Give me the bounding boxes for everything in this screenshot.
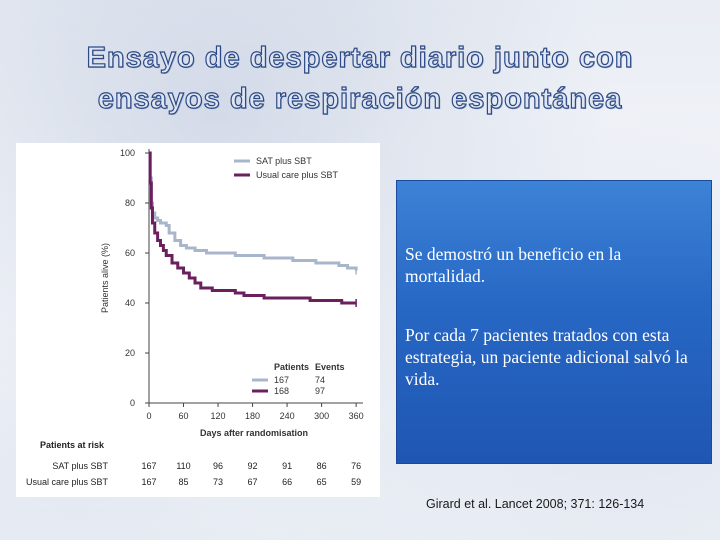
at-risk-value: 76 (351, 461, 361, 471)
x-tick-label: 60 (179, 411, 189, 421)
y-axis-label: Patients alive (%) (100, 243, 110, 313)
x-tick-label: 120 (211, 411, 226, 421)
events-header-patients: Patients (274, 362, 309, 372)
at-risk-value: 167 (141, 461, 156, 471)
info-text-nnt: Por cada 7 pacientes tratados con esta e… (405, 325, 688, 389)
citation: Girard et al. Lancet 2008; 371: 126-134 (426, 497, 645, 511)
survival-chart-panel: 0 20 40 60 80 100 0 60 120 180 240 300 360 Patients a… (16, 143, 380, 497)
at-risk-value: 92 (248, 461, 258, 471)
events-row-events: 97 (315, 386, 325, 396)
at-risk-title: Patients at risk (40, 440, 105, 450)
y-tick-label: 40 (125, 298, 135, 308)
legend-label: Usual care plus SBT (256, 170, 339, 180)
events-row-patients: 168 (274, 386, 289, 396)
at-risk-value: 65 (317, 477, 327, 487)
x-axis-label: Days after randomisation (200, 428, 308, 438)
at-risk-row-label: SAT plus SBT (52, 461, 108, 471)
at-risk-value: 59 (351, 477, 361, 487)
at-risk-value: 167 (141, 477, 156, 487)
y-tick-label: 80 (125, 198, 135, 208)
y-tick-label: 100 (120, 148, 135, 158)
slide-title-line-2: ensayos de respiración espontánea (97, 82, 623, 115)
y-tick-label: 20 (125, 348, 135, 358)
at-risk-value: 66 (282, 477, 292, 487)
y-tick-label: 0 (130, 398, 135, 408)
at-risk-value: 67 (248, 477, 258, 487)
info-text-mortality: Se demostró un beneficio en la mortalida… (405, 244, 622, 286)
y-tick-label: 60 (125, 248, 135, 258)
series-line-sat-plus-sbt (148, 151, 358, 271)
at-risk-value: 85 (179, 477, 189, 487)
at-risk-value: 91 (282, 461, 292, 471)
x-tick-label: 300 (314, 411, 329, 421)
events-header-events: Events (315, 362, 345, 372)
info-box: Se demostró un beneficio en la mortalida… (396, 180, 712, 464)
events-row-events: 74 (315, 375, 325, 385)
at-risk-value: 96 (213, 461, 223, 471)
slide-title-line-1: Ensayo de despertar diario junto con (86, 41, 634, 74)
x-tick-label: 240 (280, 411, 295, 421)
x-tick-label: 180 (245, 411, 260, 421)
at-risk-value: 110 (176, 461, 190, 471)
legend-label: SAT plus SBT (256, 156, 312, 166)
at-risk-value: 86 (317, 461, 327, 471)
events-row-patients: 167 (274, 375, 289, 385)
at-risk-value: 73 (213, 477, 223, 487)
at-risk-row-label: Usual care plus SBT (26, 477, 109, 487)
x-tick-label: 0 (146, 411, 151, 421)
survival-chart: 0 20 40 60 80 100 0 60 120 180 240 300 360 Patients a… (26, 148, 364, 487)
series-line-usual-care-plus-sbt (148, 151, 357, 305)
x-tick-label: 360 (349, 411, 364, 421)
